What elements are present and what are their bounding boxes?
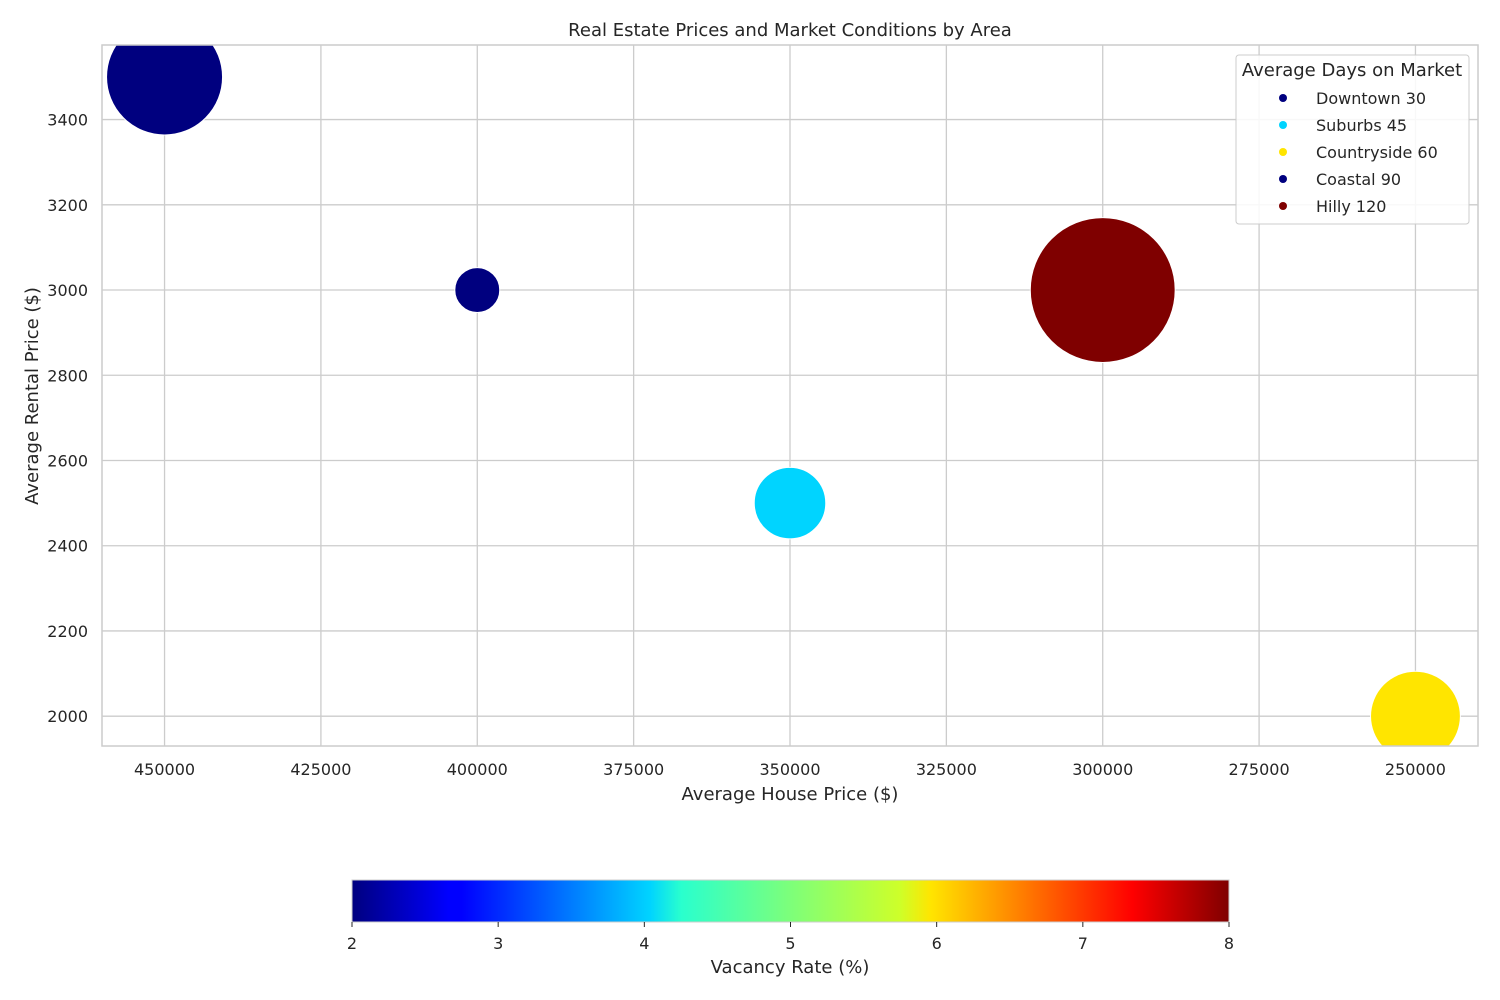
bubble	[454, 267, 501, 313]
legend-entries: Downtown 30 Suburbs 45 Countryside 60 Coast…	[1279, 89, 1438, 216]
legend-entry-label: Coastal 90	[1316, 170, 1401, 189]
legend-marker	[1279, 121, 1287, 129]
legend-entry-label: Countryside 60	[1316, 143, 1438, 162]
legend-title: Average Days on Market	[1242, 60, 1462, 81]
colorbar-ticks: 2 3 4 5 6 7 8	[347, 922, 1234, 953]
y-tick-label: 2000	[47, 707, 88, 726]
colorbar-tick-label: 2	[347, 934, 357, 953]
colorbar-label: Vacancy Rate (%)	[711, 957, 870, 978]
colorbar-tick-label: 6	[932, 934, 942, 953]
bubble	[753, 466, 827, 540]
legend-marker	[1279, 175, 1287, 183]
bubble	[1370, 670, 1461, 746]
legend-marker	[1279, 202, 1287, 210]
y-axis-label: Average Rental Price ($)	[22, 287, 43, 505]
x-axis-label: Average House Price ($)	[682, 784, 899, 805]
y-tick-label: 2200	[47, 622, 88, 641]
y-tick-label: 3400	[47, 111, 88, 130]
colorbar: 2 3 4 5 6 7 8 Vacancy Rate (%)	[347, 879, 1234, 978]
legend-marker	[1279, 94, 1287, 102]
chart-title: Real Estate Prices and Market Conditions…	[568, 20, 1012, 41]
y-tick-label: 2400	[47, 537, 88, 556]
x-tick-label: 300000	[1072, 760, 1133, 779]
y-axis-ticks: 2000 2200 2400 2600 2800 3000 3200 3400	[47, 111, 88, 727]
legend-entry-label: Suburbs 45	[1316, 116, 1407, 135]
legend-entry-label: Hilly 120	[1316, 197, 1386, 216]
colorbar-tick-label: 7	[1078, 934, 1088, 953]
y-tick-label: 3000	[47, 281, 88, 300]
colorbar-tick-label: 4	[639, 934, 649, 953]
y-tick-label: 3200	[47, 196, 88, 215]
x-tick-label: 350000	[759, 760, 820, 779]
bubble	[106, 45, 224, 136]
bubble	[1029, 217, 1176, 363]
y-tick-label: 2800	[47, 366, 88, 385]
x-tick-label: 325000	[916, 760, 977, 779]
colorbar-tick-label: 3	[493, 934, 503, 953]
colorbar-gradient	[351, 879, 1230, 923]
x-tick-label: 250000	[1385, 760, 1446, 779]
legend-marker	[1279, 148, 1287, 156]
legend-entry-label: Downtown 30	[1316, 89, 1426, 108]
colorbar-tick-label: 8	[1224, 934, 1234, 953]
x-tick-label: 450000	[134, 760, 195, 779]
bubble-layer	[106, 45, 1461, 746]
x-tick-label: 425000	[290, 760, 351, 779]
colorbar-tick-label: 5	[785, 934, 795, 953]
x-tick-label: 400000	[447, 760, 508, 779]
plot-frame	[101, 44, 1479, 747]
x-tick-label: 275000	[1229, 760, 1290, 779]
legend-box	[1235, 54, 1470, 225]
x-tick-label: 375000	[603, 760, 664, 779]
x-axis-ticks: 450000 425000 400000 375000 350000 325000 3000…	[134, 760, 1446, 779]
y-tick-label: 2600	[47, 451, 88, 470]
legend: Average Days on Market Downtown 30 Suburb…	[1235, 54, 1470, 225]
